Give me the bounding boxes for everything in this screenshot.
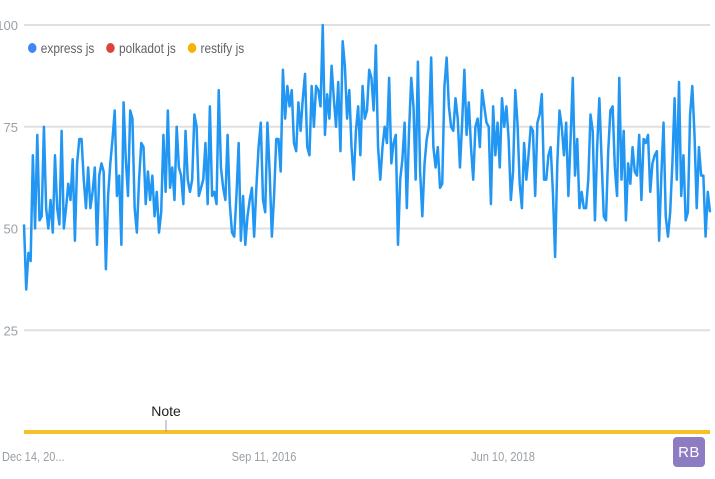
legend-item-express-js[interactable]: express js	[28, 40, 94, 56]
legend-item-restify-js[interactable]: restify js	[187, 40, 245, 56]
x-tick-label: Sep 11, 2016	[232, 449, 297, 464]
legend-label: restify js	[200, 40, 245, 56]
legend-dot-icon	[187, 43, 197, 53]
legend-label: express js	[40, 40, 95, 56]
y-tick-label: 25	[4, 323, 18, 338]
x-tick-labels: Dec 14, 20... Sep 11, 2016 Jun 10, 2018	[2, 449, 535, 464]
legend-dot-icon	[106, 43, 115, 53]
avatar[interactable]: RB	[673, 437, 705, 467]
legend-item-polkadot-js[interactable]: polkadot js	[106, 40, 176, 56]
legend-label: polkadot js	[118, 40, 176, 56]
y-tick-label: 50	[4, 222, 18, 237]
legend-dot-icon	[28, 43, 37, 53]
x-tick-label: Dec 14, 20...	[2, 449, 65, 464]
note-label[interactable]: Note	[151, 403, 181, 419]
gridlines	[24, 24, 710, 332]
x-tick-label: Jun 10, 2018	[471, 449, 535, 464]
y-tick-label: 100	[0, 18, 18, 33]
y-tick-label: 75	[4, 120, 18, 135]
express-js-line	[22, 23, 712, 291]
legend: express js polkadot js restify js	[28, 40, 244, 56]
y-tick-labels: 25 50 75 100	[0, 18, 18, 338]
